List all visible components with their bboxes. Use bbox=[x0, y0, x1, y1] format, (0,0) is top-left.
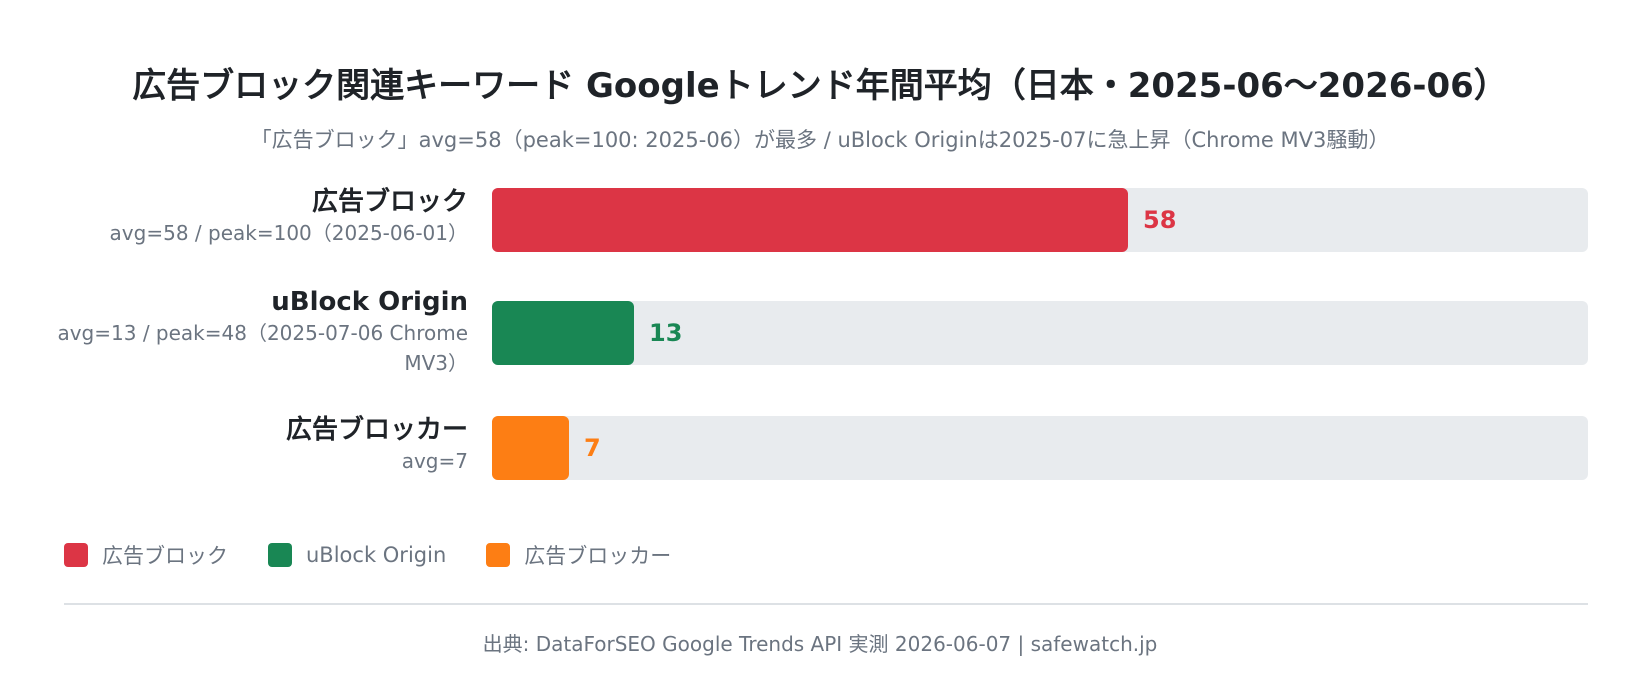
chart-title: 広告ブロック関連キーワード Googleトレンド年間平均（日本・2025-06〜… bbox=[132, 66, 1508, 106]
category-note: avg=7 bbox=[401, 449, 468, 473]
legend-swatch bbox=[64, 543, 88, 567]
legend-swatch bbox=[268, 543, 292, 567]
legend-label: 広告ブロック bbox=[102, 544, 228, 568]
category-name: uBlock Origin bbox=[271, 287, 468, 317]
legend-item: 広告ブロッカー bbox=[486, 540, 671, 570]
bar-track: 13 bbox=[492, 301, 1588, 365]
category-label: uBlock Origin avg=13 / peak=48（2025-07-06… bbox=[38, 286, 468, 378]
category-name: 広告ブロック bbox=[311, 187, 468, 217]
data-label: 7 bbox=[584, 434, 601, 462]
category-label: 広告ブロック avg=58 / peak=100（2025-06-01） bbox=[38, 186, 468, 248]
category-note: avg=58 / peak=100（2025-06-01） bbox=[109, 221, 468, 245]
legend-label: uBlock Origin bbox=[306, 543, 447, 567]
category-name: 広告ブロッカー bbox=[285, 415, 468, 445]
data-label: 58 bbox=[1143, 206, 1177, 234]
source-note: 出典: DataForSEO Google Trends API 実測 2026… bbox=[482, 632, 1158, 656]
chart-subtitle: 「広告ブロック」avg=58（peak=100: 2025-06）が最多 / u… bbox=[250, 128, 1390, 152]
legend-swatch bbox=[486, 543, 511, 567]
legend-label: 広告ブロッカー bbox=[524, 544, 672, 568]
bar-track: 58 bbox=[492, 188, 1588, 252]
legend-item: uBlock Origin bbox=[268, 543, 446, 567]
bar bbox=[492, 416, 569, 480]
footer-divider bbox=[64, 603, 1588, 605]
bar bbox=[492, 301, 634, 365]
data-label: 13 bbox=[649, 319, 683, 347]
legend-item: 広告ブロック bbox=[64, 540, 228, 570]
category-note: avg=13 / peak=48（2025-07-06 Chrome MV3） bbox=[57, 321, 468, 375]
category-label: 広告ブロッカー avg=7 bbox=[38, 414, 468, 476]
bar bbox=[492, 188, 1128, 252]
bar-track: 7 bbox=[492, 416, 1588, 480]
legend: 広告ブロック uBlock Origin 広告ブロッカー bbox=[64, 540, 711, 570]
